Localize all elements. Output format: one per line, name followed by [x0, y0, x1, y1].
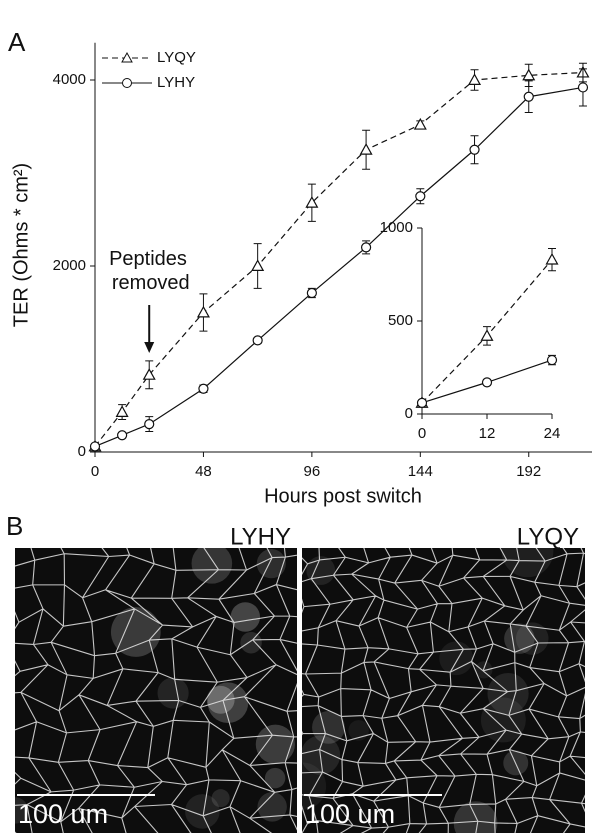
legend-symbol	[121, 51, 133, 63]
y-tick-label: 4000	[53, 71, 86, 88]
marker	[252, 335, 263, 346]
micrographs: 100 um 100 um	[15, 548, 585, 833]
glow	[256, 549, 286, 579]
glow	[15, 797, 29, 824]
marker	[306, 287, 317, 299]
legend-symbol	[122, 78, 132, 88]
panel-label: A	[8, 27, 26, 57]
glow	[348, 720, 369, 741]
marker	[117, 430, 128, 441]
glow	[240, 631, 262, 654]
cell-borders	[15, 548, 297, 833]
y-tick-label: 0	[405, 405, 413, 422]
x-tick-label: 144	[408, 463, 433, 480]
y-tick-label: 2000	[53, 257, 86, 274]
marker	[468, 73, 482, 86]
y-axis-title: TER (Ohms * cm²)	[10, 163, 32, 327]
glow	[211, 789, 230, 808]
glow	[480, 697, 526, 743]
marker	[196, 305, 210, 318]
legend-marker	[121, 51, 133, 63]
micrograph-bg	[302, 548, 585, 833]
glow	[206, 685, 235, 714]
marker	[469, 144, 480, 155]
marker	[142, 368, 156, 380]
legend-label: LYQY	[157, 49, 196, 66]
glow	[157, 677, 189, 709]
marker	[545, 252, 559, 265]
glow	[264, 767, 286, 789]
image-caption: LYQY	[517, 523, 579, 550]
marker	[413, 117, 427, 130]
glow	[312, 710, 345, 744]
marker	[144, 419, 155, 430]
marker	[89, 441, 101, 452]
legend-marker	[122, 78, 132, 88]
y-tick-label: 500	[388, 312, 413, 329]
glow	[207, 682, 249, 724]
y-tick-label: 0	[78, 443, 86, 460]
marker	[416, 397, 428, 408]
scale-bar-label: 100 um	[18, 799, 108, 829]
glow	[191, 548, 233, 584]
glow	[306, 556, 336, 585]
glow	[110, 607, 161, 657]
micrograph: 100 um	[302, 548, 585, 833]
micrograph-content	[302, 548, 585, 833]
glow	[255, 724, 295, 764]
x-tick-label: 0	[418, 425, 426, 442]
marker	[115, 405, 129, 418]
marker	[546, 354, 558, 366]
arrow-head	[144, 342, 155, 353]
x-tick-label: 192	[516, 463, 541, 480]
y-tick-label: 1000	[380, 219, 413, 236]
panel-label: B	[6, 511, 23, 541]
glow	[185, 794, 220, 829]
marker	[577, 82, 589, 93]
glow	[257, 792, 287, 822]
x-axis-title: Hours post switch	[264, 485, 422, 507]
legend-label: LYHY	[157, 74, 195, 91]
marker	[480, 329, 494, 341]
series	[89, 68, 589, 452]
marker	[523, 91, 534, 102]
marker	[305, 196, 319, 208]
x-tick-label: 48	[195, 463, 212, 480]
glow	[439, 641, 474, 676]
micrograph: 100 um	[15, 548, 297, 833]
micrograph-bg	[15, 548, 297, 833]
glow	[230, 602, 261, 632]
x-tick-label: 24	[544, 425, 561, 442]
glow	[302, 735, 341, 775]
marker	[198, 383, 209, 394]
marker	[481, 377, 493, 388]
marker	[360, 242, 372, 253]
series-line	[94, 71, 583, 447]
x-tick-label: 96	[304, 463, 321, 480]
x-tick-label: 12	[479, 425, 496, 442]
micrograph-content	[15, 548, 297, 833]
series	[416, 354, 558, 408]
glow	[515, 622, 549, 655]
marker	[522, 68, 536, 81]
x-tick-label: 0	[91, 463, 99, 480]
marker	[359, 143, 373, 155]
marker	[251, 259, 265, 271]
scale-bar-label: 100 um	[305, 799, 395, 829]
image-caption: LYHY	[230, 523, 291, 550]
cell-borders	[302, 548, 585, 833]
annotation: Peptides removed	[106, 248, 189, 294]
marker	[415, 191, 426, 202]
